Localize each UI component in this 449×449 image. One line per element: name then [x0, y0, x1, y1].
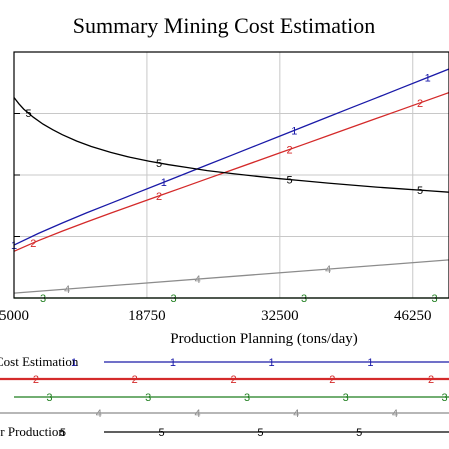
- series-marker-1: 1: [425, 72, 431, 84]
- series-marker-2: 2: [286, 144, 292, 156]
- legend-marker-2: 2: [132, 374, 138, 386]
- grid: [14, 52, 449, 298]
- chart-title: Summary Mining Cost Estimation: [73, 13, 376, 38]
- series-line-2: [13, 91, 449, 252]
- series-marker-1: 1: [161, 177, 167, 189]
- x-axis-ticks: 5000 18750 32500 46250: [0, 308, 432, 324]
- legend-marker-5: 5: [159, 427, 165, 439]
- series-marker-4: 4: [325, 264, 331, 276]
- legend-marker-5: 5: [60, 427, 66, 439]
- legend-marker-2: 2: [428, 374, 434, 386]
- legend-marker-4: 4: [293, 408, 299, 420]
- series-marker-5: 5: [156, 158, 162, 170]
- series-marker-5: 5: [286, 175, 292, 187]
- legend-marker-2: 2: [230, 374, 236, 386]
- legend-marker-4: 4: [392, 408, 398, 420]
- legend-marker-5: 5: [257, 427, 263, 439]
- series-marker-3: 3: [301, 293, 307, 305]
- series-marker-4: 4: [64, 284, 70, 296]
- series-marker-3: 3: [40, 293, 46, 305]
- legend: Cost Estimation111122222t333334444per Pr…: [0, 354, 449, 439]
- legend-marker-2: 2: [33, 374, 39, 386]
- legend-marker-3: 3: [244, 392, 250, 404]
- legend-marker-1: 1: [170, 357, 176, 369]
- legend-marker-3: 3: [145, 392, 151, 404]
- legend-marker-3: 3: [343, 392, 349, 404]
- plot-frame: [13, 51, 449, 299]
- series-marker-4: 4: [195, 274, 201, 286]
- series-marker-2: 2: [417, 98, 423, 110]
- legend-marker-1: 1: [71, 357, 77, 369]
- series-marker-3: 3: [170, 293, 176, 305]
- legend-label-1: Cost Estimation: [0, 354, 79, 369]
- x-tick-label: 32500: [261, 308, 299, 324]
- legend-marker-2: 2: [329, 374, 335, 386]
- series-marker-5: 5: [417, 185, 423, 197]
- series-line-4: [13, 259, 449, 294]
- legend-marker-3: 3: [46, 392, 52, 404]
- legend-label-5: per Production: [0, 424, 65, 439]
- series-line-5: [13, 97, 449, 193]
- legend-marker-3: 3: [441, 392, 447, 404]
- legend-marker-4: 4: [96, 408, 102, 420]
- legend-marker-5: 5: [356, 427, 362, 439]
- x-tick-label: 5000: [0, 308, 29, 324]
- series-marker-2: 2: [156, 191, 162, 203]
- legend-marker-1: 1: [367, 357, 373, 369]
- series-lines: [13, 68, 449, 299]
- legend-marker-4: 4: [195, 408, 201, 420]
- legend-marker-1: 1: [269, 357, 275, 369]
- x-tick-label: 46250: [394, 308, 432, 324]
- x-tick-label: 18750: [128, 308, 166, 324]
- series-marker-2: 2: [30, 238, 36, 250]
- series-marker-5: 5: [25, 108, 31, 120]
- series-marker-3: 3: [431, 293, 437, 305]
- series-line-1: [13, 68, 449, 246]
- series-marker-1: 1: [291, 125, 297, 137]
- x-axis-label: Production Planning (tons/day): [170, 331, 358, 347]
